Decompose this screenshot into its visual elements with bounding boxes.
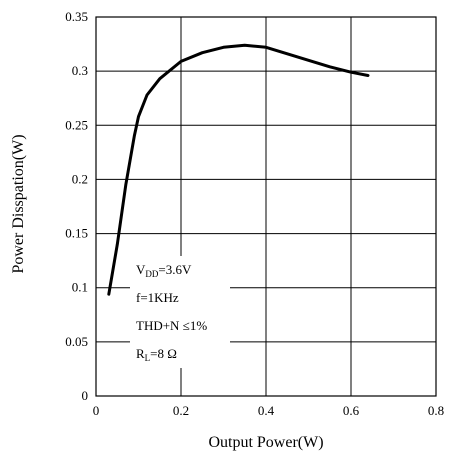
x-tick-label: 0.4 <box>258 403 275 418</box>
y-tick-labels: 0 0.05 0.1 0.15 0.2 0.25 0.3 0.35 <box>65 9 88 403</box>
x-tick-label: 0 <box>93 403 100 418</box>
thd-annotation: THD+N ≤1% <box>136 318 207 333</box>
condition-annotation: VDD=3.6V f=1KHz THD+N ≤1% RL=8 Ω <box>130 256 230 368</box>
y-tick-label: 0 <box>82 388 89 403</box>
load-annotation: RL=8 Ω <box>136 346 177 363</box>
x-tick-label: 0.8 <box>428 403 444 418</box>
y-tick-label: 0.1 <box>72 280 88 295</box>
vdd-sub: DD <box>145 269 158 279</box>
y-tick-label: 0.3 <box>72 63 88 78</box>
y-axis-title: Power Disspation(W) <box>10 134 27 273</box>
y-tick-label: 0.2 <box>72 171 88 186</box>
series-line <box>107 43 370 296</box>
x-tick-label: 0.6 <box>343 403 360 418</box>
vdd-value: =3.6V <box>158 262 192 277</box>
y-tick-label: 0.25 <box>65 117 88 132</box>
vdd-annotation: VDD=3.6V <box>136 262 192 279</box>
rl-main: R <box>136 346 145 361</box>
x-tick-label: 0.2 <box>173 403 189 418</box>
annotation-background <box>130 256 230 368</box>
x-axis-title: Output Power(W) <box>208 434 323 451</box>
frequency-annotation: f=1KHz <box>136 290 179 305</box>
x-tick-labels: 0 0.2 0.4 0.6 0.8 <box>93 403 444 418</box>
y-tick-label: 0.15 <box>65 226 88 241</box>
y-tick-label: 0.35 <box>65 9 88 24</box>
plot-frame <box>95 16 437 397</box>
y-tick-label: 0.05 <box>65 334 88 349</box>
rl-sub: L <box>145 353 151 363</box>
vdd-main: V <box>136 262 146 277</box>
rl-value: =8 Ω <box>150 346 177 361</box>
